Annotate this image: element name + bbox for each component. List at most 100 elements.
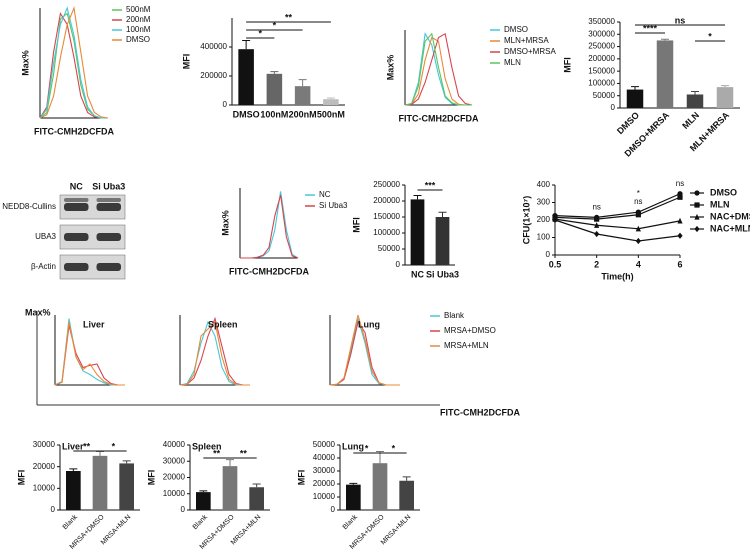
blot-band xyxy=(64,198,89,202)
error-bar xyxy=(199,490,208,493)
y-tick-label: 250000 xyxy=(588,42,615,51)
significance-label: * xyxy=(708,31,712,41)
y-tick-label: 20000 xyxy=(33,462,56,471)
bar xyxy=(716,87,734,108)
x-axis-label: Time(h) xyxy=(601,271,633,281)
y-tick-label: 0 xyxy=(546,250,551,259)
error-bar xyxy=(326,97,335,100)
significance-label: ** xyxy=(285,12,293,22)
significance-label: **** xyxy=(643,23,658,33)
bar xyxy=(346,484,361,510)
significance-label: * xyxy=(392,443,396,453)
y-tick-label: 400 xyxy=(537,180,551,189)
annotation: ns xyxy=(592,202,600,211)
y-tick-label: 0 xyxy=(51,505,56,514)
y-tick-label: 0 xyxy=(181,505,186,514)
x-tick-label: DMSO xyxy=(615,110,641,136)
y-axis-label: MFI xyxy=(562,57,572,73)
histogram-curve xyxy=(329,314,400,386)
legend-label: 200nM xyxy=(126,15,151,24)
bar xyxy=(92,455,108,510)
series-line xyxy=(554,193,681,218)
marker xyxy=(677,194,683,200)
bar xyxy=(399,480,414,510)
y-axis-label: CFU(1×10⁷) xyxy=(521,196,531,244)
panel-title: Lung xyxy=(358,319,380,329)
legend-label: 100nM xyxy=(126,25,151,34)
y-tick-label: 300000 xyxy=(588,29,615,38)
error-bar xyxy=(349,482,358,485)
blot-band xyxy=(64,263,89,271)
marker xyxy=(594,216,600,222)
y-axis-label: Max% xyxy=(20,50,30,76)
y-tick-label: 30000 xyxy=(313,466,336,475)
y-tick-label: 40000 xyxy=(313,453,336,462)
x-tick-label: Blank xyxy=(192,513,210,531)
y-tick-label: 0 xyxy=(331,505,336,514)
error-bar xyxy=(252,483,261,488)
row-label: UBA3 xyxy=(35,232,56,241)
y-tick-label: 200 xyxy=(537,215,551,224)
annotation: ns xyxy=(634,197,642,206)
y-tick-label: 20000 xyxy=(313,479,336,488)
series-line xyxy=(554,218,681,230)
histogram-curve xyxy=(240,194,299,259)
legend-label: Blank xyxy=(444,311,465,320)
error-bar xyxy=(69,468,78,471)
marker xyxy=(694,225,700,233)
x-tick-label: 6 xyxy=(677,259,682,269)
y-tick-label: 30000 xyxy=(33,440,56,449)
significance-label: ** xyxy=(83,441,91,451)
histogram-curve xyxy=(179,320,250,386)
y-tick-label: 150000 xyxy=(373,212,400,221)
panel-title: Spleen xyxy=(192,441,222,451)
y-axis-label: MFI xyxy=(351,217,361,233)
significance-label: *** xyxy=(425,180,436,190)
y-tick-label: 200000 xyxy=(200,71,227,80)
bar xyxy=(222,466,238,510)
marker xyxy=(635,212,641,218)
bar xyxy=(656,40,674,108)
y-tick-label: 50000 xyxy=(378,244,401,253)
bar xyxy=(294,86,311,105)
x-tick-label: 2 xyxy=(594,259,599,269)
legend-label: MRSA+MLN xyxy=(444,341,489,350)
x-tick-label: 4 xyxy=(636,259,641,269)
bar xyxy=(266,73,283,105)
lane-label: Si Uba3 xyxy=(92,181,125,191)
x-axis-label: FITC-CMH2DCFDA xyxy=(229,266,309,276)
annotation: ns xyxy=(676,179,684,188)
row-label: β-Actin xyxy=(31,262,56,271)
error-bar xyxy=(96,451,104,456)
significance-label: * xyxy=(258,28,262,38)
histogram-curve xyxy=(39,5,109,119)
y-axis-label: MFI xyxy=(16,470,26,486)
y-tick-label: 100 xyxy=(537,233,551,242)
error-bar xyxy=(438,211,447,217)
series-line xyxy=(554,196,681,220)
marker xyxy=(677,232,683,239)
row-label: NEDD8-Cullins xyxy=(2,202,56,211)
significance-label: * xyxy=(112,441,116,451)
y-axis-label: Max% xyxy=(25,307,51,317)
y-tick-label: 0 xyxy=(223,100,228,109)
x-tick-label: Blank xyxy=(342,513,360,531)
x-tick-label: Blank xyxy=(62,513,80,531)
legend-label: MLN+MRSA xyxy=(504,36,549,45)
blot-band xyxy=(96,198,121,202)
marker xyxy=(594,230,600,238)
y-tick-label: 100000 xyxy=(588,79,615,88)
x-tick-label: 200nM xyxy=(289,109,317,119)
x-tick-label: NC xyxy=(411,269,424,279)
marker xyxy=(594,222,600,228)
y-axis-label: Max% xyxy=(220,210,230,236)
error-bar xyxy=(270,71,279,74)
legend-label: 500nM xyxy=(126,5,151,14)
bar xyxy=(323,99,339,105)
marker xyxy=(694,202,700,208)
panel-title: Liver xyxy=(62,441,84,451)
marker xyxy=(677,217,683,224)
y-axis-label: MFI xyxy=(181,54,191,70)
significance-label: * xyxy=(273,20,277,30)
